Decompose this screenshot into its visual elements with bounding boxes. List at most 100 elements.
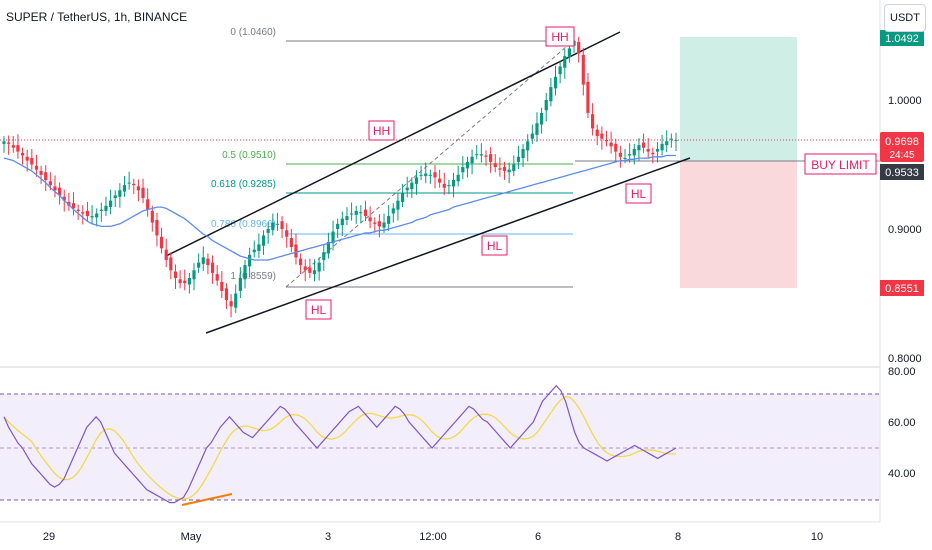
candlestick-series [2,29,678,318]
candle-body [655,149,660,152]
candle-body [16,145,20,152]
candle-body [632,149,636,156]
time-tick-3: 3 [325,531,331,543]
svg-text:0.9698: 0.9698 [885,136,919,148]
fib-trend-line [285,40,574,288]
candle-body [280,221,284,229]
candle-body [11,145,15,148]
candle-body [224,288,229,300]
candle-body [178,279,182,284]
fib-label-0.5: 0.5 (0.9510) [222,150,276,161]
candle-body [553,76,558,89]
candle-body [127,182,131,184]
candle-body [322,252,326,260]
channel-lower-line [205,157,691,334]
candle-body [220,281,224,291]
currency-button[interactable]: USDT [884,4,926,32]
chart-title: SUPER / TetherUS, 1h, BINANCE [6,10,188,24]
rsi-divergence-line [181,493,233,506]
price-badge-entry: 0.9533 [880,164,924,180]
candle-body [136,186,140,191]
candle-body [81,212,85,214]
candle-body [428,174,432,176]
candle-body [646,149,650,152]
candle-body [312,270,317,275]
candle-body [651,152,655,155]
candle-body [447,185,451,187]
candle-body [544,100,548,111]
candle-body [600,133,604,139]
candle-body [118,190,122,197]
candle-body [349,213,354,215]
candle-body [34,165,39,170]
candle-body [433,172,437,178]
label-hh-2: HH [545,26,575,47]
candle-body [442,183,446,188]
price-badge-stop: 0.8551 [880,280,924,296]
candle-body [614,143,618,152]
label-hl-1: HL [305,299,332,320]
candle-body [484,155,488,157]
candle-body [85,210,90,217]
fib-label-0.618: 0.618 (0.9285) [211,179,276,190]
svg-text:BUY LIMIT: BUY LIMIT [811,158,870,172]
candle-body [674,139,678,141]
candle-body [586,81,590,113]
svg-text:HH: HH [551,30,568,44]
candle-body [535,123,539,135]
rsi-tick-40: 40.00 [888,468,916,480]
candle-body [512,164,516,171]
rsi-tick-80: 80.00 [888,366,916,378]
channel-upper-line [165,31,621,257]
candle-body [317,262,321,272]
candle-body [275,223,280,225]
candle-body [637,145,641,151]
candle-body [266,229,270,233]
candle-body [62,196,66,201]
candle-body [229,301,233,307]
candle-body [461,167,465,173]
candle-body [540,112,544,125]
candle-body [108,200,113,208]
price-tick-1.0000: 1.0000 [888,95,922,107]
candle-body [479,154,483,156]
candle-body [243,265,247,280]
candle-body [48,181,52,186]
candle-body [377,221,381,227]
candle-body [336,223,340,229]
candle-body [164,249,168,260]
candle-body [373,222,377,224]
svg-text:0.9533: 0.9533 [885,167,919,179]
fib-label-0.786: 0.786 (0.8966) [211,219,276,230]
time-tick-8: 8 [675,531,681,543]
candle-body [669,138,673,140]
candle-body [567,48,572,58]
candle-body [76,209,80,211]
candle-body [150,210,154,223]
candle-body [516,156,521,162]
candle-body [99,209,103,211]
candle-body [215,274,219,281]
candle-body [581,54,585,85]
candle-body [414,177,419,184]
price-tick-0.9000: 0.9000 [888,224,922,236]
candle-body [95,213,99,218]
candle-body [577,41,581,54]
candle-body [303,266,307,271]
candle-body [30,158,34,165]
time-tick-may: May [181,531,202,543]
candle-body [549,87,553,102]
candle-body [201,257,205,264]
buy-limit-label: BUY LIMIT [804,153,877,175]
moving-average-line [3,154,676,261]
candle-body [470,156,474,164]
candle-body [173,271,178,279]
candle-body [396,200,400,210]
candle-body [438,178,442,183]
candle-body [122,185,127,192]
candle-body [7,142,11,144]
candle-body [387,216,391,224]
candle-body [206,258,210,266]
candle-body [197,262,201,268]
